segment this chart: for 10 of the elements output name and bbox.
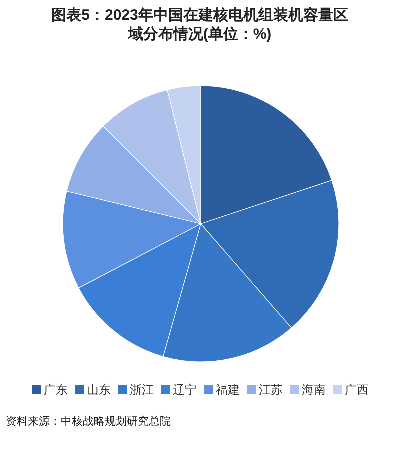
legend-label: 广西 xyxy=(345,383,369,397)
legend-label: 福建 xyxy=(216,383,240,397)
text: 资料来源：中核战略规划研究总院 xyxy=(6,414,171,429)
legend-label: 江苏 xyxy=(259,383,283,397)
legend-label: 浙江 xyxy=(130,383,154,397)
legend-label: 山东 xyxy=(87,383,111,397)
legend-label: 海南 xyxy=(302,383,326,397)
legend-label: 辽宁 xyxy=(173,383,197,397)
chart-title: 图表5：2023年中国在建核电机组装机容量区域分布情况(单位：%) xyxy=(50,6,350,44)
legend-label: 广东 xyxy=(44,383,68,397)
